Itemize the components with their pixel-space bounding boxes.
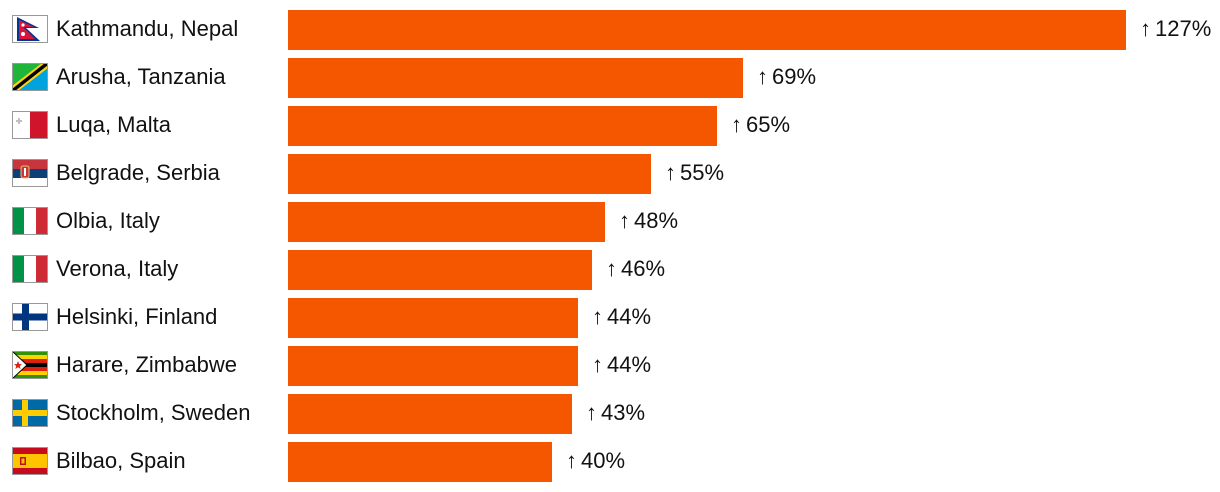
category-label: Luqa, Malta: [56, 112, 171, 137]
finland-flag-icon: [12, 303, 48, 331]
value-text: 55%: [680, 160, 725, 185]
category-label: Arusha, Tanzania: [56, 64, 226, 89]
malta-flag-icon: [12, 111, 48, 139]
category-label: Belgrade, Serbia: [56, 160, 220, 185]
bar-row: Arusha, Tanzania ↑ 69%: [0, 58, 1220, 106]
value-text: 46%: [621, 256, 666, 281]
value-text: 65%: [746, 112, 791, 137]
value-label: ↑ 48%: [619, 202, 678, 240]
value-label: ↑ 55%: [665, 154, 724, 192]
up-arrow-icon: ↑: [1140, 16, 1151, 41]
bar: [288, 298, 578, 338]
tanzania-flag-icon: [12, 63, 48, 91]
bar-row: Luqa, Malta ↑ 65%: [0, 106, 1220, 154]
bar-row: Olbia, Italy ↑ 48%: [0, 202, 1220, 250]
category-label: Helsinki, Finland: [56, 304, 218, 329]
bar-row: Harare, Zimbabwe ↑ 44%: [0, 346, 1220, 394]
category-label: Stockholm, Sweden: [56, 400, 251, 425]
up-arrow-icon: ↑: [566, 448, 577, 473]
bar: [288, 442, 552, 482]
value-label: ↑ 127%: [1140, 10, 1211, 48]
up-arrow-icon: ↑: [665, 160, 676, 185]
up-arrow-icon: ↑: [606, 256, 617, 281]
value-text: 44%: [607, 352, 652, 377]
category-label: Olbia, Italy: [56, 208, 160, 233]
value-text: 43%: [601, 400, 646, 425]
value-label: ↑ 43%: [586, 394, 645, 432]
up-arrow-icon: ↑: [731, 112, 742, 137]
category-label: Kathmandu, Nepal: [56, 16, 239, 41]
value-label: ↑ 46%: [606, 250, 665, 288]
bar-row: Helsinki, Finland ↑ 44%: [0, 298, 1220, 346]
up-arrow-icon: ↑: [757, 64, 768, 89]
bar-row: Stockholm, Sweden ↑ 43%: [0, 394, 1220, 442]
bar-row: Belgrade, Serbia ↑ 55%: [0, 154, 1220, 202]
bar: [288, 394, 572, 434]
nepal-flag-icon: [12, 15, 48, 43]
value-label: ↑ 65%: [731, 106, 790, 144]
up-arrow-icon: ↑: [586, 400, 597, 425]
value-label: ↑ 69%: [757, 58, 816, 96]
bar: [288, 250, 592, 290]
bar-row: Kathmandu, Nepal ↑ 127%: [0, 10, 1220, 58]
up-arrow-icon: ↑: [592, 352, 603, 377]
bar-row: Bilbao, Spain ↑ 40%: [0, 442, 1220, 490]
spain-flag-icon: [12, 447, 48, 475]
bar: [288, 106, 717, 146]
value-text: 48%: [634, 208, 679, 233]
category-label: Verona, Italy: [56, 256, 179, 281]
bar: [288, 10, 1126, 50]
bar-row: Verona, Italy ↑ 46%: [0, 250, 1220, 298]
zimbabwe-flag-icon: [12, 351, 48, 379]
italy-flag-icon: [12, 255, 48, 283]
bar: [288, 202, 605, 242]
category-label: Bilbao, Spain: [56, 448, 186, 473]
value-label: ↑ 44%: [592, 346, 651, 384]
value-text: 127%: [1155, 16, 1212, 41]
value-text: 69%: [772, 64, 817, 89]
serbia-flag-icon: [12, 159, 48, 187]
value-text: 44%: [607, 304, 652, 329]
sweden-flag-icon: [12, 399, 48, 427]
up-arrow-icon: ↑: [592, 304, 603, 329]
value-label: ↑ 44%: [592, 298, 651, 336]
value-label: ↑ 40%: [566, 442, 625, 480]
category-label: Harare, Zimbabwe: [56, 352, 237, 377]
bar: [288, 154, 651, 194]
bar: [288, 58, 743, 98]
bar: [288, 346, 578, 386]
up-arrow-icon: ↑: [619, 208, 630, 233]
italy-flag-icon: [12, 207, 48, 235]
value-text: 40%: [581, 448, 626, 473]
